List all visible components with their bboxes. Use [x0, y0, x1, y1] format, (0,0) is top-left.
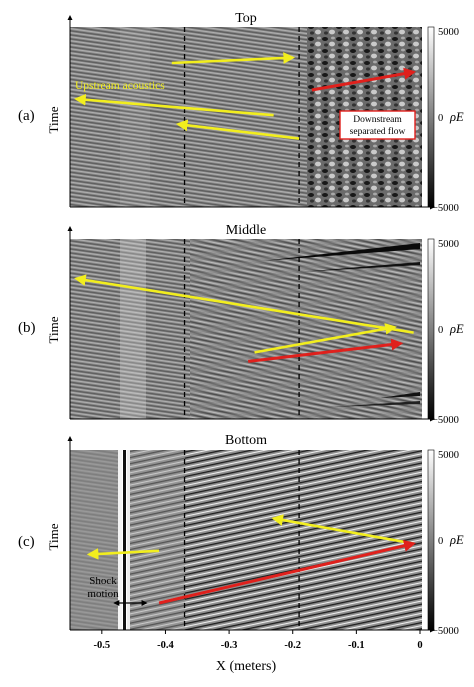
panel-c-colorbar-gradient	[427, 449, 435, 631]
panel-a-colorbar-zero: 0	[438, 113, 443, 124]
panel-c-arrow-red-3	[158, 539, 416, 605]
dashed-lines	[183, 27, 300, 630]
panel-a-arrow-red-4	[311, 67, 416, 92]
panel-b-title: Middle	[226, 223, 266, 238]
panel-b-colorbar-min: −5000	[432, 415, 459, 426]
panel-a-ylabel: Time	[46, 106, 61, 133]
panel-c-arrow-yellow-1	[86, 548, 160, 560]
panel-a-colorbar-min: −5000	[432, 203, 459, 214]
panel-c-colorbar: 5000 0 ρE −5000	[427, 449, 464, 637]
panel-a-colorbar: 5000 0 ρE −5000	[427, 26, 464, 214]
panel-c: (c) Time Bottom Shock motion	[18, 433, 435, 633]
panel-b-arrow-red-3	[248, 338, 404, 363]
panel-b-colorbar-quantity: ρE	[449, 322, 464, 336]
panel-b-heatmap	[70, 239, 422, 419]
colorbars: 5000 0 ρE −5000 5000 0 ρE −5000 5000 0 ρE −5000	[427, 26, 464, 637]
panel-b-colorbar-max: 5000	[438, 239, 459, 250]
panel-b: (b) Time Middle	[18, 223, 435, 422]
x-axis-label: X (meters)	[216, 659, 277, 674]
panel-a-downstream-line1: Downstream	[353, 115, 402, 125]
panel-c-shock-label: Shock motion	[87, 575, 119, 600]
panel-a-colorbar-quantity: ρE	[449, 110, 464, 124]
panel-a-title: Top	[235, 11, 257, 26]
panel-b-ylabel: Time	[46, 316, 61, 343]
panel-a-colorbar-gradient	[427, 26, 435, 208]
x-axis-ticks: -0.5 -0.4 -0.3 -0.2 -0.1 0	[94, 630, 423, 651]
panel-c-ylabel: Time	[46, 523, 61, 550]
panel-a: (a) Time Top Upstream acoustics Downstre…	[18, 11, 435, 210]
panel-c-shock-line1: Shock	[89, 575, 117, 587]
panel-c-colorbar-quantity: ρE	[449, 533, 464, 547]
panel-b-colorbar: 5000 0 ρE −5000	[427, 238, 464, 426]
panel-c-label: (c)	[18, 534, 35, 550]
panel-c-shock-line2: motion	[87, 588, 119, 600]
panel-c-colorbar-zero: 0	[438, 536, 443, 547]
x-tick-label-6: 0	[417, 640, 422, 651]
panel-c-colorbar-max: 5000	[438, 450, 459, 461]
x-tick-label-4: -0.2	[284, 640, 301, 651]
x-tick-label-3: -0.3	[221, 640, 238, 651]
x-tick-label-1: -0.5	[94, 640, 111, 651]
panel-a-downstream-box: Downstream separated flow	[339, 110, 416, 140]
panel-b-colorbar-zero: 0	[438, 325, 443, 336]
panel-a-arrow-yellow-3	[175, 119, 300, 140]
panel-a-arrow-yellow-2	[74, 93, 274, 117]
panel-b-label: (b)	[18, 320, 36, 336]
panel-c-arrow-yellow-2	[271, 514, 414, 545]
annotation-arrows	[74, 52, 416, 606]
panel-a-downstream-line2: separated flow	[350, 126, 406, 137]
x-tick-label-5: -0.1	[348, 640, 365, 651]
x-tick-label-2: -0.4	[157, 640, 174, 651]
panel-b-colorbar-gradient	[427, 238, 435, 420]
panel-a-upstream-label: Upstream acoustics	[75, 80, 165, 92]
panel-b-arrow-yellow-2	[254, 323, 397, 354]
panel-a-label: (a)	[18, 108, 35, 124]
panel-b-arrow-yellow-1	[74, 274, 414, 334]
panel-c-title: Bottom	[225, 433, 267, 448]
panel-c-heatmap	[70, 450, 422, 630]
panel-a-arrow-yellow-1	[171, 52, 296, 65]
panel-c-colorbar-min: −5000	[432, 626, 459, 637]
panel-a-colorbar-max: 5000	[438, 27, 459, 38]
